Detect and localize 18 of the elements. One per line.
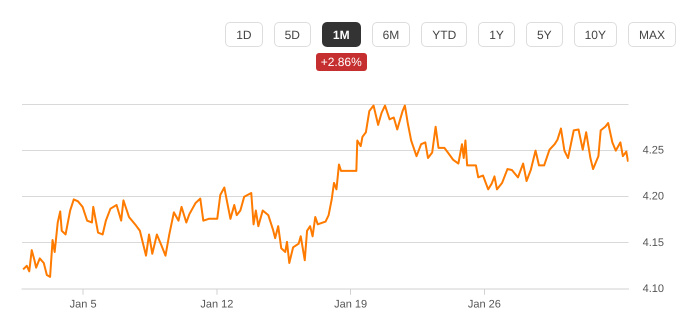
range-button: 1Y [478, 22, 515, 47]
x-tick-label: Jan 19 [334, 298, 368, 310]
range-button: 5D [274, 22, 311, 47]
x-tick-label: Jan 12 [200, 298, 234, 310]
y-tick-label: 4.25 [642, 144, 664, 157]
range-button: YTD [421, 22, 468, 47]
range-button: 6M [372, 22, 410, 47]
x-tick-label: Jan 5 [70, 298, 97, 310]
range-button: 10Y [574, 22, 617, 47]
change-badge: +2.86% [316, 53, 367, 71]
y-tick-label: 4.15 [642, 236, 664, 249]
y-tick-label: 4.10 [642, 282, 664, 295]
range-button: 1M [322, 22, 361, 47]
range-button: 1D [225, 22, 263, 47]
y-tick-label: 4.20 [642, 190, 664, 203]
range-button: MAX [628, 22, 676, 47]
range-button: 5Y [526, 22, 563, 47]
x-tick-label: Jan 26 [468, 298, 501, 310]
